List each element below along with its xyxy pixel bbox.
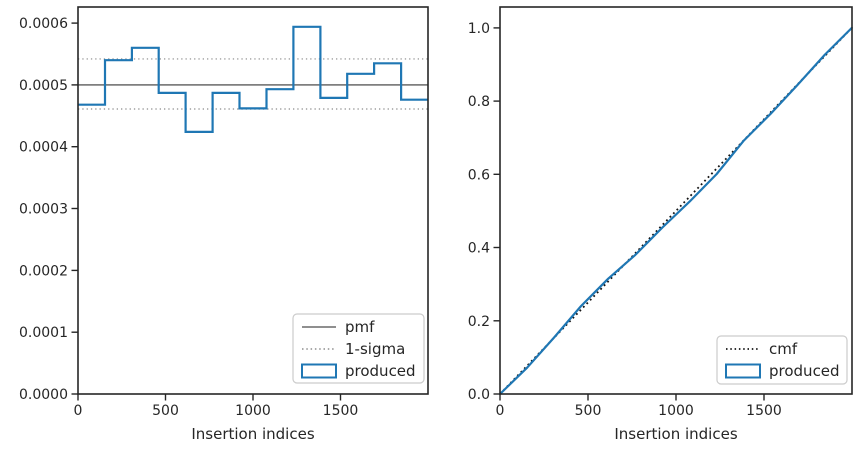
legend-label: produced — [769, 362, 840, 380]
x-tick-label: 1500 — [746, 403, 782, 419]
y-tick-label: 0.4 — [468, 241, 490, 257]
legend-label: 1-sigma — [345, 340, 405, 358]
y-tick-label: 0.0002 — [19, 263, 68, 279]
y-tick-label: 0.8 — [468, 94, 490, 110]
y-tick-label: 0.0005 — [19, 78, 68, 94]
x-axis-label-right: Insertion indices — [614, 425, 738, 443]
y-tick-label: 0.0006 — [19, 16, 68, 32]
x-tick-label: 500 — [575, 403, 602, 419]
x-tick-label: 1500 — [323, 403, 359, 419]
x-axis-label-left: Insertion indices — [191, 425, 315, 443]
x-tick-label: 1000 — [235, 403, 271, 419]
y-tick-label: 0.0 — [468, 387, 490, 403]
y-tick-label: 0.0000 — [19, 387, 68, 403]
y-tick-label: 0.0004 — [19, 140, 68, 156]
y-tick-label: 0.0001 — [19, 325, 68, 341]
y-tick-label: 0.6 — [468, 167, 490, 183]
x-tick-label: 0 — [496, 403, 505, 419]
legend-label: pmf — [345, 318, 375, 336]
legend-label: produced — [345, 362, 416, 380]
y-tick-label: 0.2 — [468, 314, 490, 330]
x-tick-label: 0 — [74, 403, 83, 419]
legend-label: cmf — [769, 340, 798, 358]
x-tick-label: 1000 — [658, 403, 694, 419]
produced-step-line — [78, 25, 428, 133]
x-tick-label: 500 — [152, 403, 179, 419]
y-tick-label: 1.0 — [468, 21, 490, 37]
legend-swatch-produced — [725, 363, 761, 379]
legend-swatch-produced — [301, 363, 337, 379]
y-tick-label: 0.0003 — [19, 202, 68, 218]
produced-cdf-line — [498, 26, 853, 396]
